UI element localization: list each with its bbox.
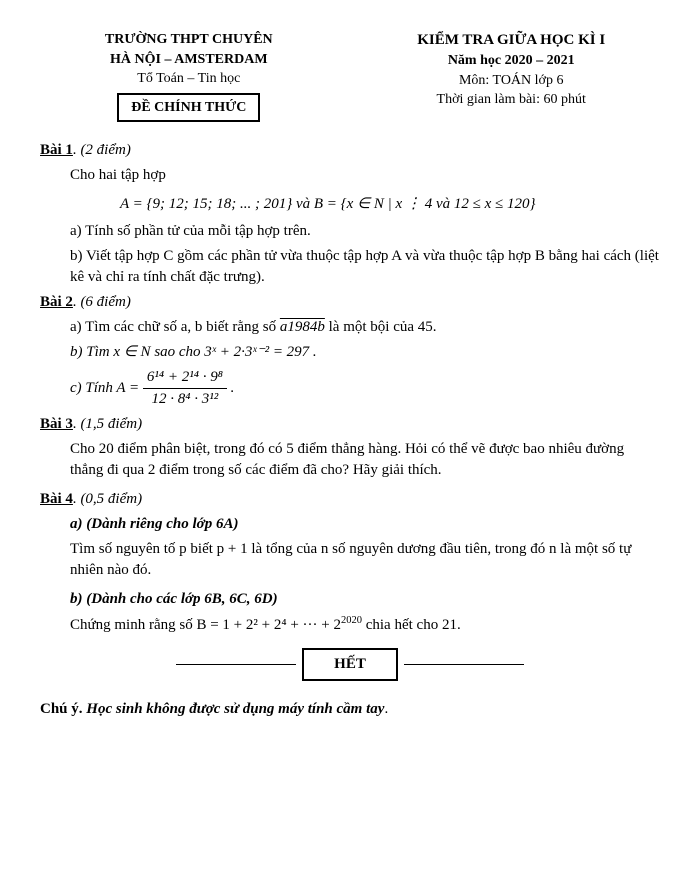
exam-time: Thời gian làm bài: 60 phút (362, 90, 660, 110)
bai1-title: Bài 1 (40, 142, 73, 158)
bai1-formula: A = {9; 12; 15; 18; ... ; 201} và B = {x… (120, 194, 660, 215)
bai2-a: a) Tìm các chữ số a, b biết rằng số a198… (70, 317, 660, 338)
bai1-b: b) Viết tập hợp C gồm các phần tử vừa th… (70, 246, 660, 288)
school-name-2: HÀ NỘI – AMSTERDAM (40, 50, 338, 70)
note-label: Chú ý. (40, 701, 86, 717)
footer-note: Chú ý. Học sinh không được sử dụng máy t… (40, 699, 660, 720)
end-line-right (404, 664, 524, 665)
end-box: HẾT (302, 648, 398, 681)
official-label: ĐỀ CHÍNH THỨC (117, 93, 260, 123)
school-name-1: TRƯỜNG THPT CHUYÊN (40, 30, 338, 50)
problem-1: Bài 1. (2 điểm) Cho hai tập hợp A = {9; … (40, 140, 660, 288)
school-block: TRƯỜNG THPT CHUYÊN HÀ NỘI – AMSTERDAM Tổ… (40, 30, 338, 122)
bai2-a-post: là một bội của 45. (325, 319, 437, 335)
end-line-left (176, 664, 296, 665)
problem-2: Bài 2. (6 điểm) a) Tìm các chữ số a, b b… (40, 292, 660, 410)
bai1-intro: Cho hai tập hợp (70, 165, 660, 186)
bai4-a-label: a) (Dành riêng cho lớp 6A) (70, 514, 660, 535)
bai4-b-pre: Chứng minh rằng số B = 1 + 2² + 2⁴ + ···… (70, 617, 341, 633)
bai2-c-pre: c) Tính A = (70, 380, 143, 396)
bai1-score: . (2 điểm) (73, 142, 131, 158)
exam-year: Năm học 2020 – 2021 (362, 51, 660, 71)
bai4-b-exp: 2020 (341, 615, 362, 626)
bai2-title: Bài 2 (40, 294, 73, 310)
bai2-c-den: 12 · 8⁴ · 3¹² (143, 389, 227, 410)
bai3-text: Cho 20 điểm phân biệt, trong đó có 5 điể… (70, 439, 660, 481)
bai2-score: . (6 điểm) (73, 294, 131, 310)
bai2-a-pre: a) Tìm các chữ số a, b biết rằng số (70, 319, 280, 335)
bai4-score: . (0,5 điểm) (73, 491, 142, 507)
problem-4: Bài 4. (0,5 điểm) a) (Dành riêng cho lớp… (40, 489, 660, 636)
bai2-a-overline: a1984b (280, 319, 325, 335)
bai2-c-fraction: 6¹⁴ + 2¹⁴ · 9⁸ 12 · 8⁴ · 3¹² (143, 367, 227, 410)
end-marker: HẾT (40, 648, 660, 681)
bai2-b: b) Tìm x ∈ N sao cho 3ˣ + 2·3ˣ⁻² = 297 . (70, 342, 660, 363)
bai4-a-text: Tìm số nguyên tố p biết p + 1 là tổng củ… (70, 539, 660, 581)
bai4-b-label: b) (Dành cho các lớp 6B, 6C, 6D) (70, 589, 660, 610)
bai3-title: Bài 3 (40, 416, 73, 432)
bai2-c-post: . (231, 380, 235, 396)
bai3-score: . (1,5 điểm) (73, 416, 142, 432)
exam-title: KIỂM TRA GIỮA HỌC KÌ I (362, 30, 660, 51)
department: Tổ Toán – Tin học (40, 69, 338, 89)
bai4-b-post: chia hết cho 21. (362, 617, 461, 633)
note-text: Học sinh không được sử dụng máy tính cầm… (86, 701, 384, 717)
problem-3: Bài 3. (1,5 điểm) Cho 20 điểm phân biệt,… (40, 414, 660, 481)
bai4-title: Bài 4 (40, 491, 73, 507)
bai2-c-num: 6¹⁴ + 2¹⁴ · 9⁸ (143, 367, 227, 389)
exam-info-block: KIỂM TRA GIỮA HỌC KÌ I Năm học 2020 – 20… (362, 30, 660, 122)
bai2-c: c) Tính A = 6¹⁴ + 2¹⁴ · 9⁸ 12 · 8⁴ · 3¹²… (70, 367, 660, 410)
exam-header: TRƯỜNG THPT CHUYÊN HÀ NỘI – AMSTERDAM Tổ… (40, 30, 660, 122)
exam-subject: Môn: TOÁN lớp 6 (362, 71, 660, 91)
bai4-b-text: Chứng minh rằng số B = 1 + 2² + 2⁴ + ···… (70, 614, 660, 636)
bai1-a: a) Tính số phần tử của mỗi tập hợp trên. (70, 221, 660, 242)
